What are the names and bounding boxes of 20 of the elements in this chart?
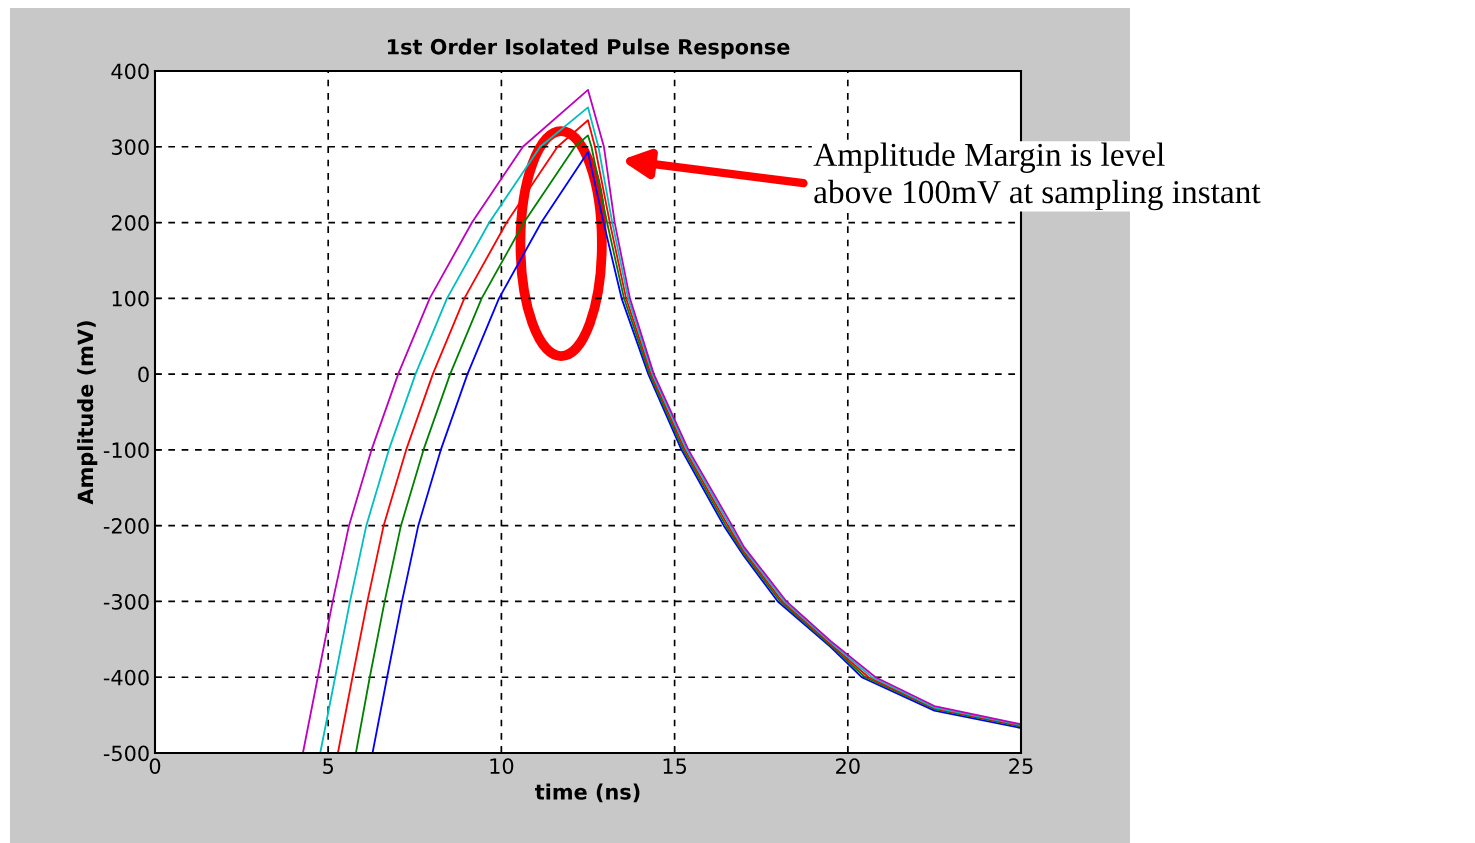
x-tick-label: 20 (836, 758, 860, 774)
x-tick-label: 25 (1009, 758, 1033, 774)
x-tick-label: 10 (490, 758, 514, 774)
x-tick-label: 5 (323, 758, 334, 774)
y-tick-label: 300 (111, 139, 149, 155)
chart-title: 1st Order Isolated Pulse Response (387, 38, 790, 59)
y-tick-label: 400 (111, 63, 149, 80)
annotation: Amplitude Margin is level above 100mV at sampling instant (813, 142, 1261, 211)
y-tick-label: -200 (103, 518, 149, 534)
y-tick-label: -500 (103, 745, 149, 762)
y-tick-label: -300 (103, 593, 149, 610)
y-tick-label: -400 (103, 669, 149, 686)
y-tick-label: 0 (138, 366, 149, 383)
y-axis-title: Amplitude (mV) (77, 321, 98, 505)
x-axis-title: time (ns) (535, 783, 640, 803)
y-tick-label: -100 (103, 442, 149, 459)
x-tick-label: 15 (663, 758, 687, 774)
y-tick-label: 100 (112, 290, 149, 307)
x-tick-label: 0 (149, 758, 161, 774)
y-tick-label: 200 (111, 215, 149, 231)
